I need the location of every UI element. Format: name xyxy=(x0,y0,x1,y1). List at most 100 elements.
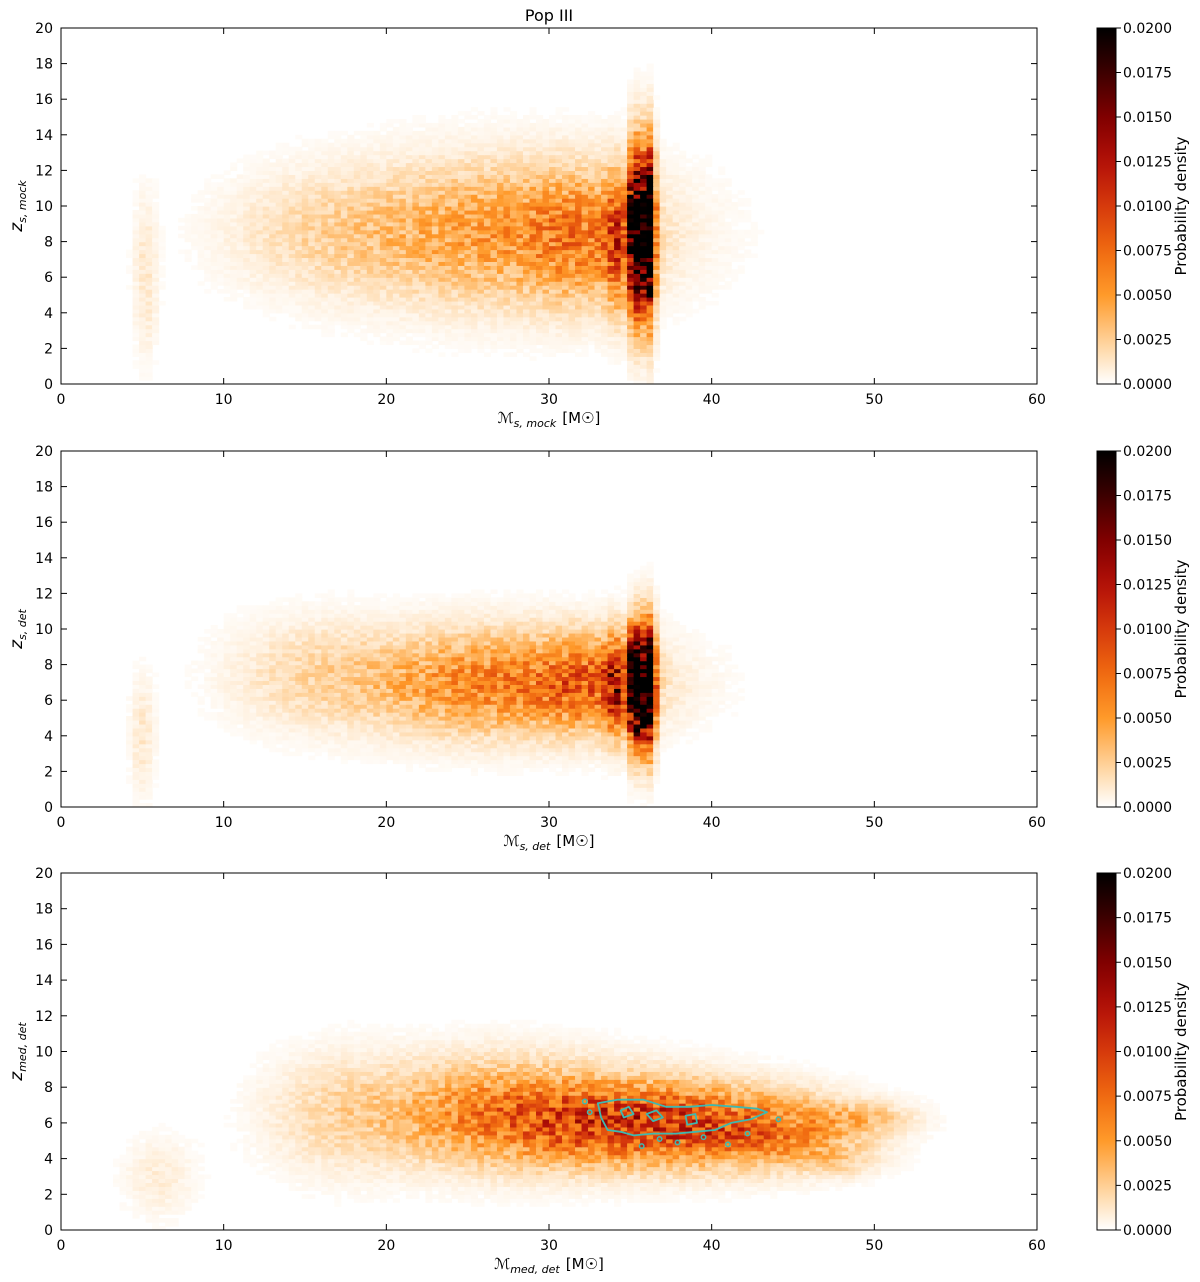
heatmap-cell xyxy=(562,348,570,353)
heatmap-cell xyxy=(438,233,446,239)
heatmap-cell xyxy=(360,293,368,298)
heatmap-cell xyxy=(529,225,537,231)
heatmap-cell xyxy=(679,198,687,203)
heatmap-cell xyxy=(269,304,277,310)
heatmap-cell xyxy=(256,178,264,183)
heatmap-cell xyxy=(451,190,459,195)
heatmap-cell xyxy=(340,186,348,191)
heatmap-cell xyxy=(236,273,244,278)
heatmap-cell xyxy=(379,759,387,765)
heatmap-cell xyxy=(542,229,550,235)
heatmap-cell xyxy=(353,225,361,231)
heatmap-cell xyxy=(588,328,596,334)
heatmap-cell xyxy=(646,174,654,179)
heatmap-cell xyxy=(418,265,426,270)
heatmap-cell xyxy=(542,759,550,765)
heatmap-cell xyxy=(640,206,648,211)
heatmap-cell xyxy=(431,320,439,326)
heatmap-cell xyxy=(392,269,400,274)
heatmap-cell xyxy=(308,209,316,215)
heatmap-cell xyxy=(438,237,446,243)
heatmap-cell xyxy=(672,206,680,211)
heatmap-cell xyxy=(132,348,140,353)
heatmap-cell xyxy=(509,755,518,761)
heatmap-cell xyxy=(529,154,537,160)
heatmap-cell xyxy=(483,138,492,144)
heatmap-cell xyxy=(477,273,485,278)
heatmap-cell xyxy=(581,150,589,156)
heatmap-cell xyxy=(405,182,413,187)
heatmap-cell xyxy=(607,115,615,120)
heatmap-cell xyxy=(418,233,426,239)
heatmap-cell xyxy=(152,747,160,753)
heatmap-cell xyxy=(366,304,374,310)
heatmap-cell xyxy=(633,751,641,757)
heatmap-cell xyxy=(503,771,511,776)
heatmap-cell xyxy=(483,150,492,156)
heatmap-cell xyxy=(535,198,544,203)
heatmap-cell xyxy=(581,138,589,144)
heatmap-cell xyxy=(490,293,498,298)
heatmap-cell xyxy=(477,142,485,148)
heatmap-cell xyxy=(483,316,492,322)
heatmap-cell xyxy=(522,277,531,282)
heatmap-cell xyxy=(490,237,498,243)
heatmap-cell xyxy=(535,249,544,255)
heatmap-cell xyxy=(653,328,661,334)
heatmap-cell xyxy=(243,300,251,306)
heatmap-cell xyxy=(334,217,342,223)
heatmap-cell xyxy=(269,229,277,235)
heatmap-cell xyxy=(607,241,615,247)
heatmap-cell xyxy=(282,178,290,183)
heatmap-cell xyxy=(581,261,589,266)
heatmap-cell xyxy=(627,194,635,199)
heatmap-cell xyxy=(711,261,719,266)
heatmap-cell xyxy=(724,198,732,203)
heatmap-cell xyxy=(633,213,641,219)
heatmap-cell xyxy=(549,328,557,334)
heatmap-cell xyxy=(509,237,518,243)
heatmap-cell xyxy=(535,336,544,342)
heatmap-cell xyxy=(262,245,270,251)
heatmap-cell xyxy=(653,202,661,207)
heatmap-cell xyxy=(601,166,609,171)
heatmap-cell xyxy=(477,348,485,353)
heatmap-cell xyxy=(431,747,439,753)
heatmap-cell xyxy=(464,273,472,278)
heatmap-cell xyxy=(568,241,576,247)
heatmap-cell xyxy=(470,320,479,326)
heatmap-cell xyxy=(457,229,466,235)
heatmap-cell xyxy=(672,174,680,179)
heatmap-cell xyxy=(640,202,648,207)
heatmap-cell xyxy=(594,249,602,255)
heatmap-cell xyxy=(379,134,387,140)
heatmap-cell xyxy=(496,170,505,175)
heatmap-cell xyxy=(230,194,238,199)
heatmap-cell xyxy=(321,174,329,179)
heatmap-cell xyxy=(496,138,505,144)
heatmap-cell xyxy=(451,134,459,140)
heatmap-cell xyxy=(438,755,446,761)
heatmap-cell xyxy=(633,130,641,136)
heatmap-cell xyxy=(549,126,557,132)
heatmap-cell xyxy=(529,767,537,772)
heatmap-cell xyxy=(542,324,550,330)
heatmap-cell xyxy=(353,150,361,156)
heatmap-cell xyxy=(223,178,231,183)
heatmap-cell xyxy=(464,289,472,294)
heatmap-cell xyxy=(633,134,641,140)
heatmap-cell xyxy=(698,186,706,191)
heatmap-cell xyxy=(282,150,290,156)
heatmap-cell xyxy=(562,217,570,223)
heatmap-cell xyxy=(386,182,394,187)
heatmap-cell xyxy=(549,285,557,290)
heatmap-cell xyxy=(210,257,218,262)
heatmap-cell xyxy=(392,237,400,243)
heatmap-cell xyxy=(347,241,355,247)
heatmap-cell xyxy=(451,293,459,298)
heatmap-cell xyxy=(503,198,511,203)
heatmap-cell xyxy=(588,265,596,270)
heatmap-cell xyxy=(646,249,654,255)
heatmap-cell xyxy=(516,229,524,235)
heatmap-cell xyxy=(132,178,140,183)
